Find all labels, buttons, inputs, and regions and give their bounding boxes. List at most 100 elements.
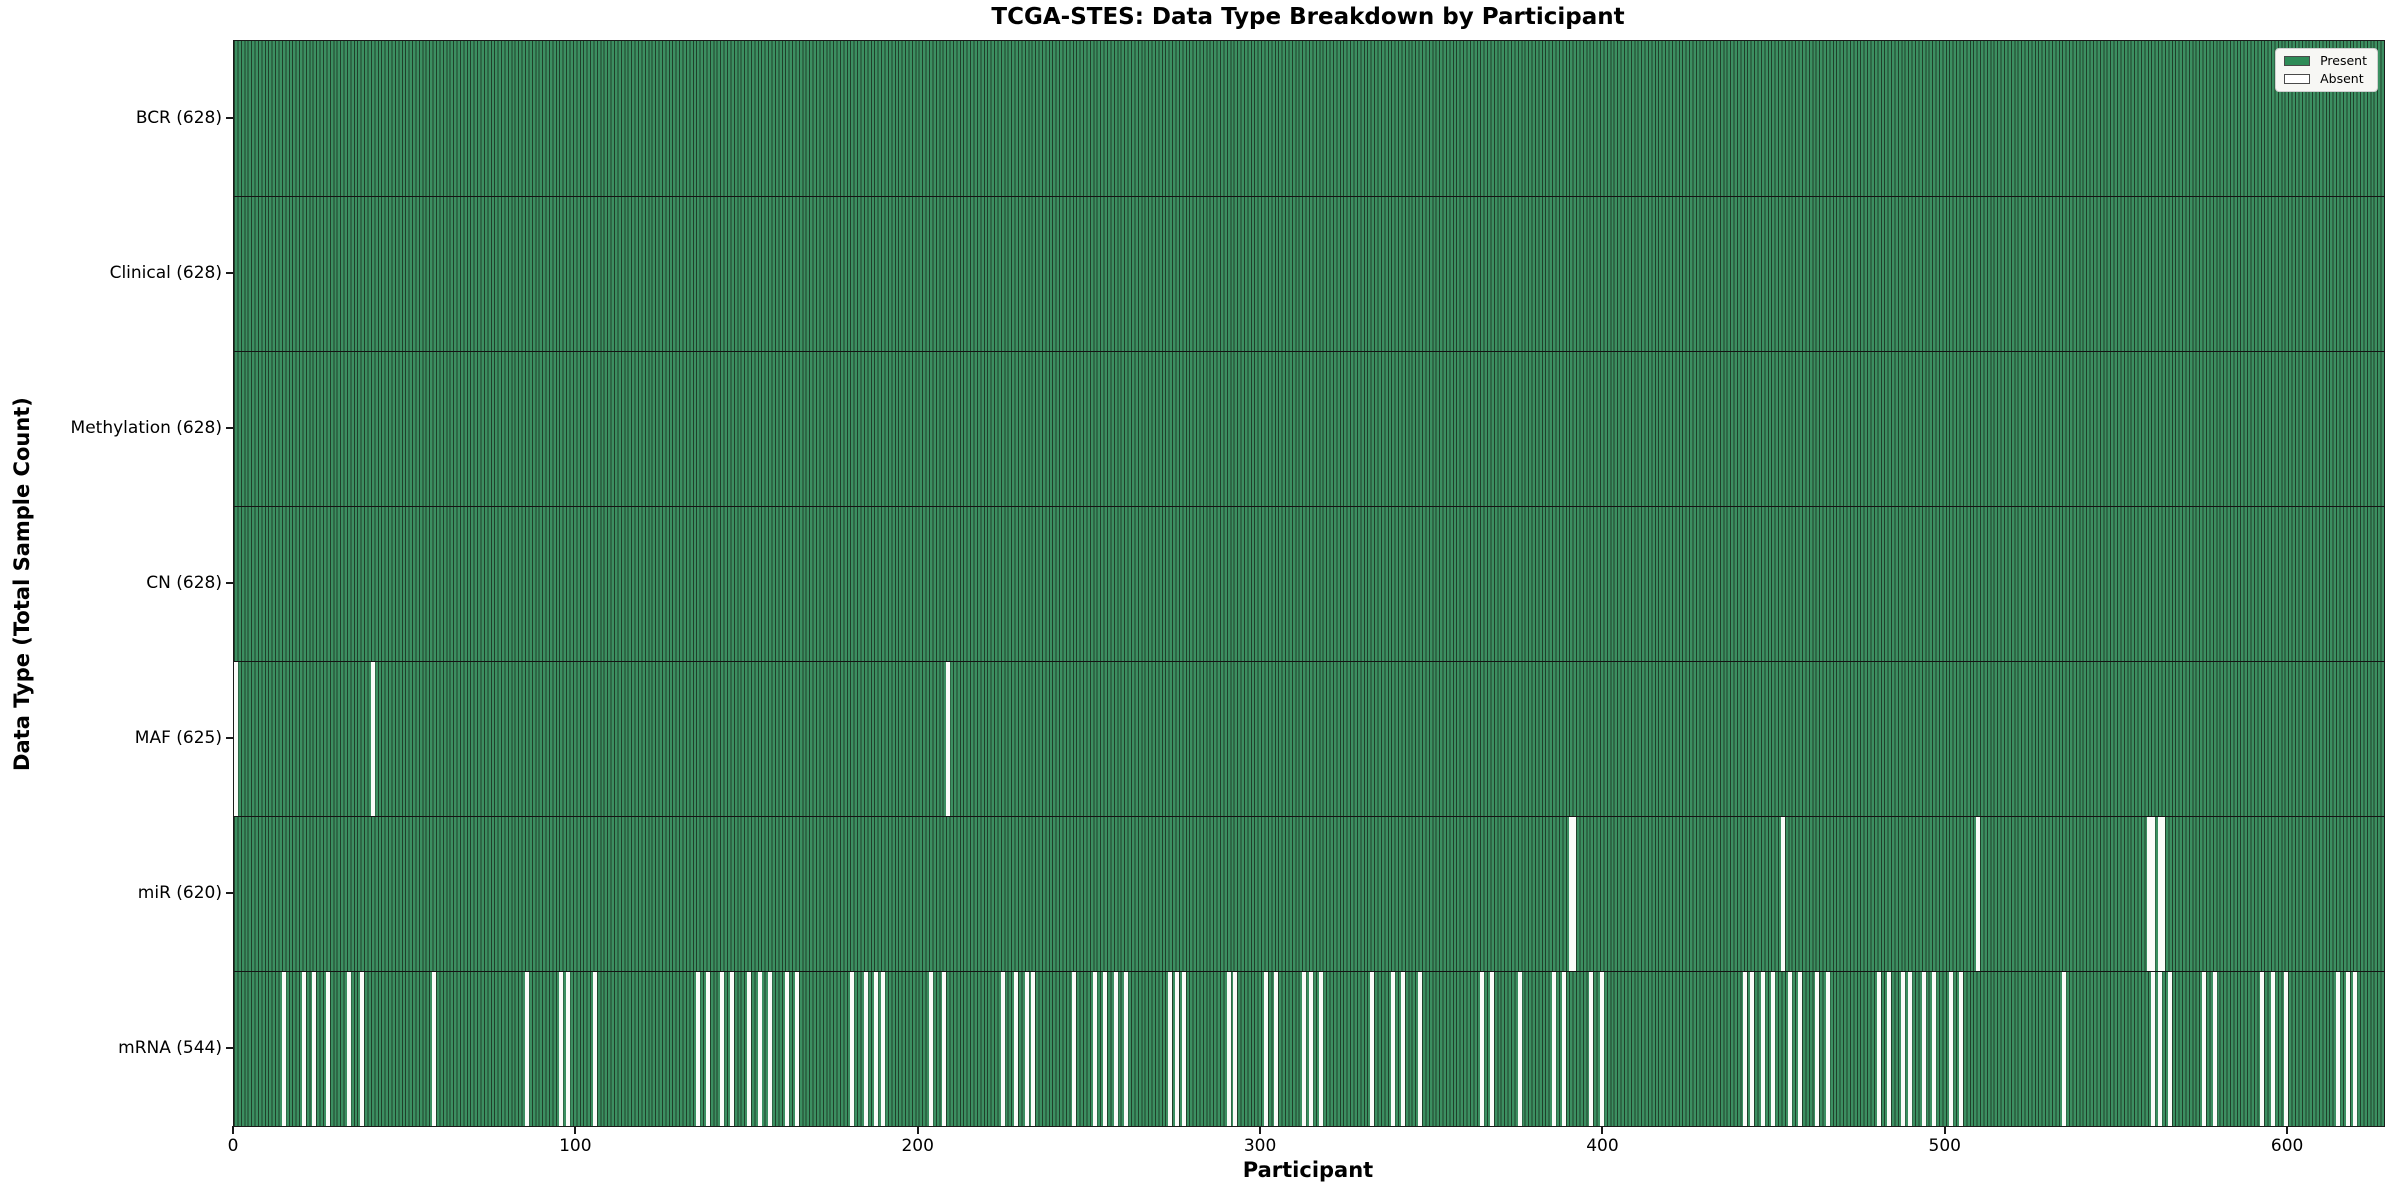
- absent-cell: [1931, 972, 1936, 1126]
- plot-area: Present Absent: [233, 40, 2385, 1127]
- absent-cell: [1308, 972, 1313, 1126]
- absent-cell: [2346, 972, 2351, 1126]
- absent-cell: [1599, 972, 1604, 1126]
- absent-cell: [1370, 972, 1375, 1126]
- legend-absent-label: Absent: [2320, 70, 2364, 86]
- ytick-mark: [226, 271, 233, 274]
- absent-cell: [234, 662, 238, 816]
- absent-cell: [1877, 972, 1881, 1126]
- absent-cell: [873, 972, 878, 1126]
- ytick-mark: [226, 736, 233, 739]
- xtick-mark: [1259, 1126, 1262, 1134]
- ytick-label-Clinical: Clinical (628): [109, 262, 222, 283]
- absent-cell: [2161, 817, 2166, 971]
- ytick-mark: [226, 426, 233, 429]
- absent-cell: [1948, 972, 1953, 1126]
- legend-entry-present: Present: [2284, 53, 2367, 68]
- absent-cell: [1551, 972, 1556, 1126]
- xtick-mark: [2286, 1126, 2289, 1134]
- absent-cell: [1921, 972, 1926, 1126]
- xtick-label-100: 100: [559, 1136, 592, 1156]
- absent-cell: [1401, 972, 1406, 1126]
- absent-cell: [1168, 972, 1173, 1126]
- absent-cell: [2157, 817, 2162, 971]
- absent-cell: [695, 972, 700, 1126]
- chart-title: TCGA-STES: Data Type Breakdown by Partic…: [991, 4, 1625, 30]
- xtick-label-300: 300: [1243, 1136, 1277, 1156]
- absent-cell: [1301, 972, 1306, 1126]
- ytick-label-MAF: MAF (625): [134, 727, 222, 748]
- row-miR: [234, 816, 2384, 971]
- row-mRNA: [234, 971, 2384, 1126]
- absent-cell: [1562, 972, 1567, 1126]
- xtick-label-500: 500: [1928, 1136, 1962, 1156]
- absent-cell: [1264, 972, 1269, 1126]
- absent-cell: [1887, 972, 1892, 1126]
- legend-present-label: Present: [2320, 53, 2367, 68]
- absent-cell: [945, 662, 950, 816]
- absent-cell: [302, 972, 307, 1126]
- absent-cell: [1318, 972, 1323, 1126]
- absent-cell: [558, 972, 563, 1126]
- absent-cell: [747, 972, 752, 1126]
- absent-cell: [795, 972, 800, 1126]
- ytick-mark: [226, 116, 233, 119]
- absent-cell: [1390, 972, 1395, 1126]
- absent-cell: [1798, 972, 1803, 1126]
- xtick-mark: [1943, 1126, 1946, 1134]
- absent-cell: [849, 972, 854, 1126]
- absent-cell: [1233, 972, 1238, 1126]
- row-CN: [234, 506, 2384, 661]
- absent-cell: [2150, 817, 2155, 971]
- absent-cell: [1959, 972, 1964, 1126]
- absent-cell: [1479, 972, 1484, 1126]
- absent-cell: [1568, 817, 1573, 971]
- xtick-mark: [232, 1126, 234, 1134]
- absent-cell: [1175, 972, 1180, 1126]
- xtick-label-600: 600: [2270, 1136, 2304, 1156]
- xtick-label-0: 0: [227, 1136, 239, 1156]
- absent-cell: [2212, 972, 2217, 1126]
- row-Clinical: [234, 196, 2384, 351]
- absent-cell: [2352, 972, 2357, 1126]
- absent-cell: [928, 972, 933, 1126]
- absent-cell: [1182, 972, 1187, 1126]
- absent-cell: [1907, 972, 1912, 1126]
- ytick-label-mRNA: mRNA (544): [118, 1037, 222, 1058]
- absent-cell: [767, 972, 772, 1126]
- x-axis-title: Participant: [1242, 1158, 1374, 1182]
- absent-cell: [730, 972, 735, 1126]
- legend: Present Absent: [2275, 48, 2378, 92]
- xtick-label-200: 200: [901, 1136, 934, 1156]
- row-BCR: [234, 41, 2384, 196]
- absent-cell: [784, 972, 789, 1126]
- legend-present-swatch: [2284, 56, 2311, 67]
- absent-cell: [2284, 972, 2289, 1126]
- absent-cell: [1825, 972, 1830, 1126]
- absent-cell: [565, 972, 570, 1126]
- absent-cell: [1572, 817, 1577, 971]
- absent-cell: [2260, 972, 2265, 1126]
- absent-cell: [1031, 972, 1036, 1126]
- absent-cell: [2147, 817, 2152, 971]
- absent-cell: [432, 972, 437, 1126]
- absent-cell: [880, 972, 885, 1126]
- absent-cell: [1743, 972, 1748, 1126]
- absent-cell: [942, 972, 947, 1126]
- ytick-mark: [226, 581, 233, 584]
- absent-cell: [1000, 972, 1005, 1126]
- absent-cell: [757, 972, 762, 1126]
- absent-cell: [1113, 972, 1118, 1126]
- ytick-mark: [226, 1046, 233, 1049]
- absent-cell: [1024, 972, 1029, 1126]
- ytick-label-CN: CN (628): [146, 572, 222, 593]
- xtick-label-400: 400: [1586, 1136, 1619, 1156]
- absent-cell: [2202, 972, 2207, 1126]
- absent-cell: [2150, 972, 2155, 1126]
- absent-cell: [593, 972, 598, 1126]
- ytick-label-Methylation: Methylation (628): [70, 417, 222, 438]
- absent-cell: [346, 972, 351, 1126]
- absent-cell: [1274, 972, 1279, 1126]
- absent-cell: [1770, 972, 1775, 1126]
